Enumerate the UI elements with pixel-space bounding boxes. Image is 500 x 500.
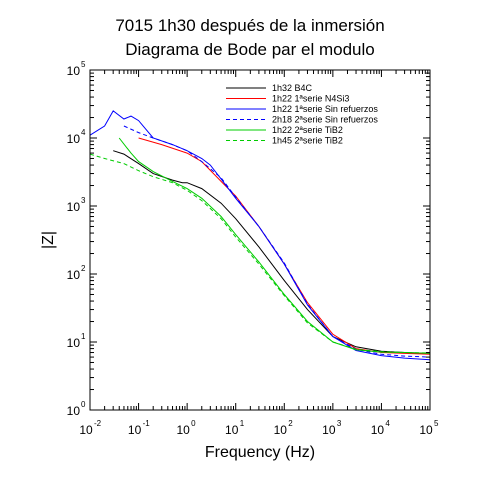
legend-entry-5: 1h22 2ªserie TiB2 (272, 125, 343, 135)
series-line-2 (138, 137, 431, 355)
x-tick-label: 10 4 (371, 419, 391, 437)
x-axis-label: Frequency (Hz) (205, 444, 315, 461)
y-tick-label: 10 3 (67, 196, 86, 214)
y-tick-base: 10 (67, 64, 81, 78)
x-tick-base: 10 (176, 423, 190, 437)
y-axis-label: |Z| (40, 231, 57, 249)
x-tick-exponent: 1 (240, 419, 245, 428)
series-line-3 (89, 110, 431, 361)
x-tick-label: 10 2 (274, 419, 294, 437)
x-tick-exponent: -1 (143, 419, 151, 428)
x-tick-label: 10 1 (225, 419, 245, 437)
legend-entry-6: 1h45 2ªserie TiB2 (272, 136, 343, 146)
x-tick-base: 10 (419, 423, 433, 437)
plot-frame (89, 69, 431, 411)
chart-title-line-1: 7015 1h30 después de la inmersión (115, 16, 384, 35)
x-tick-base: 10 (371, 423, 385, 437)
y-tick-exponent: 5 (81, 60, 86, 69)
x-tick-label: 10 -2 (79, 419, 101, 437)
y-tick-label: 10 5 (67, 60, 86, 78)
series-group (89, 110, 431, 361)
series-line-4 (123, 125, 431, 358)
legend-entry-1: 1h32 B4C (272, 83, 313, 93)
series-line-1 (113, 150, 431, 354)
y-tick-exponent: 2 (81, 264, 86, 273)
x-tick-base: 10 (322, 423, 336, 437)
y-tick-label: 10 4 (67, 128, 86, 146)
legend-entry-3: 1h22 1ªserie Sin refuerzos (272, 104, 378, 114)
chart-title-line-2: Diagrama de Bode par el modulo (125, 40, 374, 59)
x-tick-exponent: 0 (191, 419, 196, 428)
y-tick-base: 10 (67, 200, 81, 214)
x-tick-label: 10 0 (176, 419, 196, 437)
y-tick-base: 10 (67, 132, 81, 146)
y-tick-base: 10 (67, 268, 81, 282)
series-line-6 (89, 153, 431, 354)
x-axis-ticks: 10 -2 10 -1 10 0 10 1 10 2 10 3 10 4 10 5 (79, 70, 439, 437)
x-tick-base: 10 (225, 423, 239, 437)
x-tick-exponent: 2 (288, 419, 293, 428)
x-tick-exponent: 5 (434, 419, 439, 428)
y-tick-exponent: 3 (81, 196, 86, 205)
legend-entry-2: 1h22 1ªserie N4Si3 (272, 94, 349, 104)
y-tick-exponent: 0 (81, 400, 86, 409)
x-tick-exponent: -2 (94, 419, 102, 428)
x-tick-base: 10 (274, 423, 288, 437)
y-tick-exponent: 4 (81, 128, 86, 137)
y-tick-exponent: 1 (81, 332, 86, 341)
x-tick-exponent: 3 (337, 419, 342, 428)
y-tick-label: 10 2 (67, 264, 86, 282)
y-tick-label: 10 0 (67, 400, 86, 418)
series-line-5 (118, 137, 431, 354)
x-tick-exponent: 4 (385, 419, 390, 428)
x-tick-label: 10 -1 (128, 419, 150, 437)
x-tick-base: 10 (79, 423, 93, 437)
legend-entry-4: 2h18 2ªserie Sin refuerzos (272, 115, 378, 125)
y-tick-label: 10 1 (67, 332, 86, 350)
x-tick-label: 10 5 (419, 419, 439, 437)
x-tick-base: 10 (128, 423, 142, 437)
y-tick-base: 10 (67, 404, 81, 418)
y-tick-base: 10 (67, 336, 81, 350)
x-tick-label: 10 3 (322, 419, 342, 437)
